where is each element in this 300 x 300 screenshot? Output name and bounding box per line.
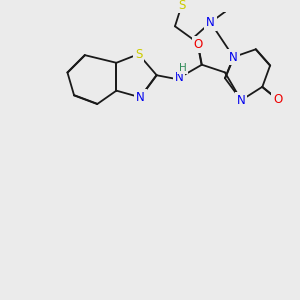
Text: S: S xyxy=(135,48,142,61)
Text: N: N xyxy=(229,50,238,64)
Text: N: N xyxy=(237,94,246,107)
Text: O: O xyxy=(273,93,282,106)
Text: H: H xyxy=(179,63,187,73)
Text: N: N xyxy=(136,91,145,104)
Text: N: N xyxy=(206,16,215,29)
Text: N: N xyxy=(174,71,183,84)
Text: S: S xyxy=(178,0,185,12)
Text: O: O xyxy=(194,38,202,51)
